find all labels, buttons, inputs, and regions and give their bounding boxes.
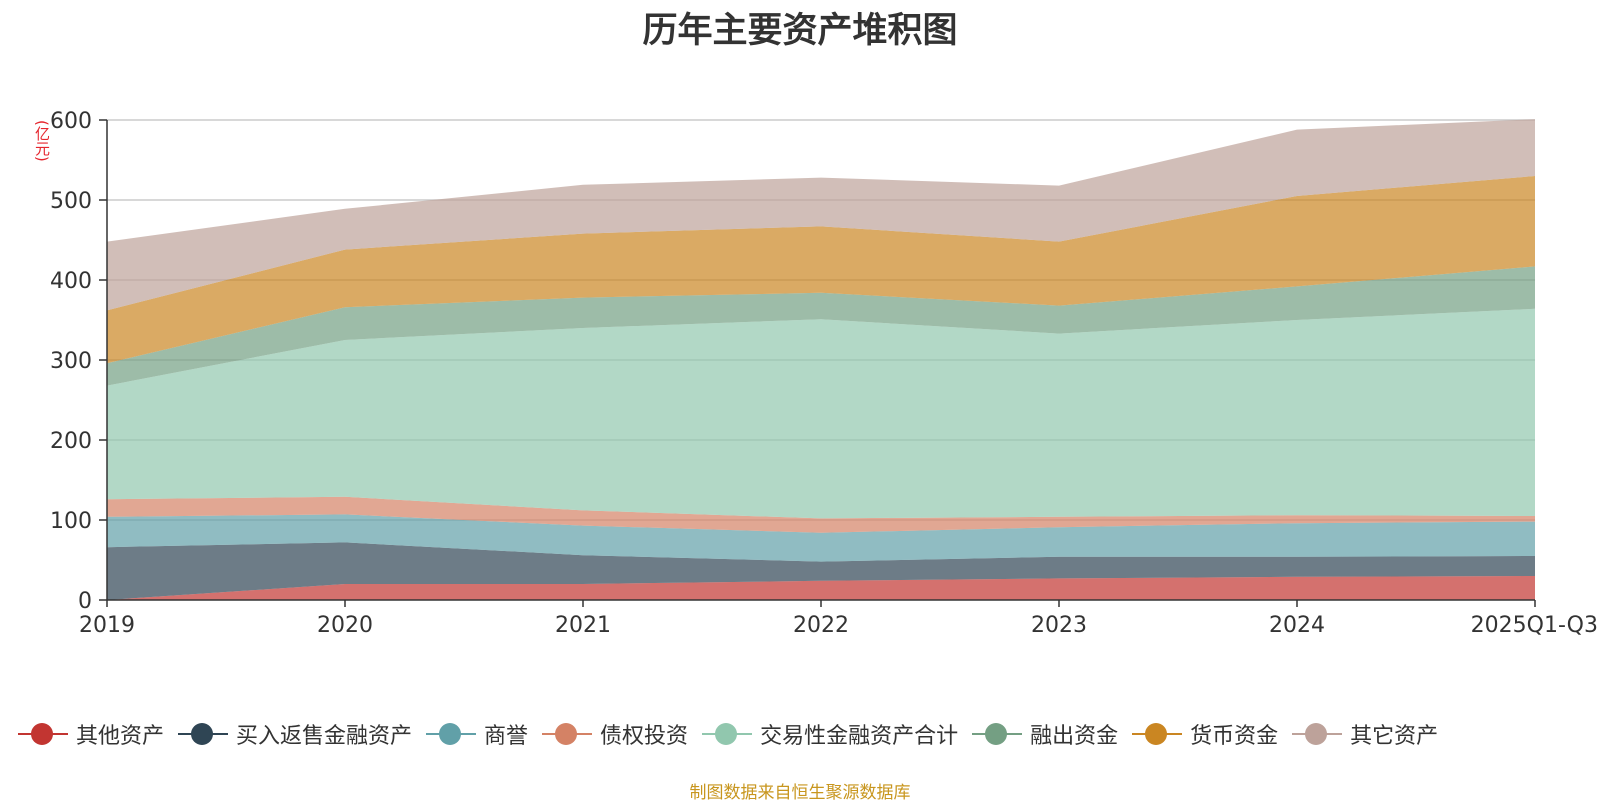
legend-dot — [1305, 723, 1328, 745]
x-tick-label: 2024 — [1269, 613, 1325, 638]
legend-label: 其他资产 — [76, 724, 165, 749]
y-tick-label: 200 — [50, 429, 92, 454]
area-series — [107, 514, 1535, 562]
area-series — [107, 496, 1535, 533]
legend-label: 货币资金 — [1190, 724, 1279, 749]
legend-item[interactable]: 交易性金融资产合计 — [702, 718, 958, 750]
legend-dot — [439, 723, 462, 745]
legend-dot — [715, 723, 738, 745]
legend-item[interactable]: 商誉 — [426, 718, 528, 750]
x-tick-label: 2021 — [555, 613, 611, 638]
y-tick-label: 100 — [50, 509, 92, 534]
legend-marker — [1292, 722, 1343, 746]
x-tick-label: 2023 — [1031, 613, 1087, 638]
x-tick-label: 2020 — [317, 613, 373, 638]
legend-dot — [985, 723, 1008, 745]
legend-marker — [542, 722, 593, 746]
y-tick-label: 400 — [50, 269, 92, 294]
chart-legend: 其他资产 买入返售金融资产 商誉 债权投资 交易性金融资产合计 融出资金 货币资金 其它资产 — [18, 718, 1452, 750]
y-axis-unit: (亿元) — [33, 120, 51, 162]
x-tick-label: 2019 — [79, 613, 135, 638]
legend-label: 债权投资 — [600, 724, 689, 749]
legend-dot — [191, 723, 214, 745]
x-tick-label: 2025Q1-Q3 — [1471, 613, 1598, 638]
legend-label: 商誉 — [484, 724, 529, 749]
legend-marker — [18, 722, 68, 746]
legend-item[interactable]: 其他资产 — [18, 718, 164, 750]
legend-item[interactable]: 其它资产 — [1292, 718, 1438, 750]
legend-marker — [1132, 722, 1183, 746]
area-series — [107, 308, 1535, 519]
legend-dot — [555, 723, 578, 745]
legend-marker — [426, 722, 477, 746]
y-tick-label: 0 — [78, 589, 92, 614]
area-series — [107, 176, 1535, 364]
area-series — [107, 576, 1535, 600]
legend-label: 买入返售金融资产 — [236, 724, 413, 749]
y-tick-label: 500 — [50, 189, 92, 214]
legend-label: 交易性金融资产合计 — [760, 724, 959, 749]
data-source-note: 制图数据来自恒生聚源数据库 — [689, 783, 911, 803]
x-tick-label: 2022 — [793, 613, 849, 638]
legend-label: 其它资产 — [1350, 724, 1439, 749]
legend-item[interactable]: 货币资金 — [1132, 718, 1278, 750]
area-series — [107, 542, 1535, 600]
legend-item[interactable]: 买入返售金融资产 — [178, 718, 412, 750]
area-series — [107, 266, 1535, 386]
y-tick-label: 300 — [50, 349, 92, 374]
legend-item[interactable]: 融出资金 — [972, 718, 1118, 750]
area-series — [107, 119, 1535, 311]
legend-marker — [972, 722, 1023, 746]
legend-dot — [1145, 723, 1168, 745]
chart-title: 历年主要资产堆积图 — [642, 11, 958, 51]
legend-label: 融出资金 — [1030, 724, 1119, 749]
legend-dot — [31, 723, 53, 745]
legend-marker — [702, 722, 753, 746]
legend-marker — [178, 722, 229, 746]
legend-item[interactable]: 债权投资 — [542, 718, 688, 750]
y-tick-label: 600 — [50, 109, 92, 134]
